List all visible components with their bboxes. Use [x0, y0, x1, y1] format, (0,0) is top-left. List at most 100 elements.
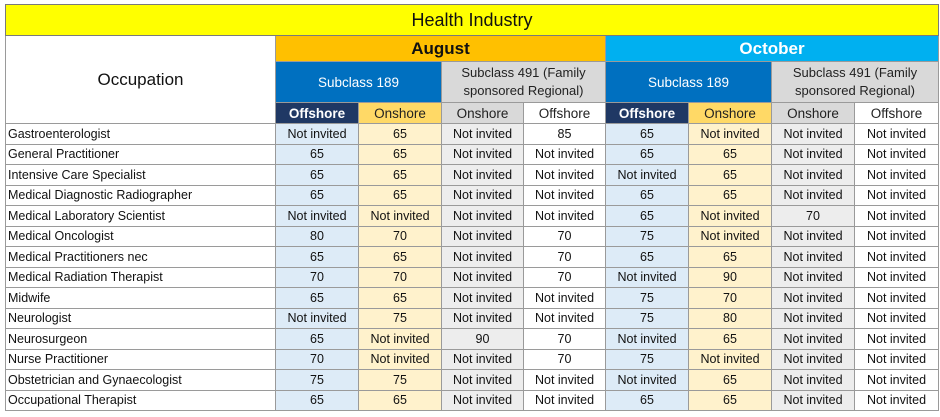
score-cell: Not invited [771, 164, 855, 186]
score-cell: 65 [358, 164, 442, 186]
col-label-oct-189-offshore: Offshore [605, 102, 689, 124]
col-label-oct-491-offshore: Offshore [854, 102, 939, 124]
score-cell: Not invited [441, 184, 524, 206]
col-label-aug-491-onshore: Onshore [441, 102, 524, 124]
score-cell: 65 [605, 184, 689, 206]
score-cell: Not invited [854, 143, 939, 165]
score-cell: Not invited [854, 205, 939, 227]
table-row: Medical Oncologist 80 70 Not invited 70 75 Not… [5, 225, 939, 247]
score-cell: 65 [275, 164, 359, 186]
score-cell: Not invited [854, 123, 939, 145]
table-row: General Practitioner 65 65 Not invited Not i… [5, 143, 939, 165]
score-cell: Not invited [275, 205, 359, 227]
score-cell: Not invited [605, 164, 689, 186]
table-row: Medical Diagnostic Radiographer 65 65 Not i… [5, 184, 939, 206]
score-cell: Not invited [854, 225, 939, 247]
occupation-cell: Neurosurgeon [5, 328, 276, 350]
score-cell: 80 [275, 225, 359, 247]
score-cell: Not invited [771, 184, 855, 206]
col-label-aug-189-onshore: Onshore [358, 102, 442, 124]
score-cell: Not invited [771, 328, 855, 350]
col-label-aug-491-offshore: Offshore [523, 102, 606, 124]
score-cell: Not invited [854, 246, 939, 268]
score-cell: Not invited [771, 287, 855, 309]
score-cell: 65 [275, 143, 359, 165]
score-cell: 75 [605, 225, 689, 247]
score-cell: 65 [358, 143, 442, 165]
table-row: Neurologist Not invited 75 Not invited Not i… [5, 307, 939, 329]
score-cell: Not invited [523, 287, 606, 309]
table-row: Gastroenterologist Not invited 65 Not invit… [5, 123, 939, 145]
score-cell: Not invited [605, 266, 689, 288]
score-cell: Not invited [523, 164, 606, 186]
score-cell: Not invited [854, 266, 939, 288]
score-cell: 70 [523, 348, 606, 370]
table-row: Neurosurgeon 65 Not invited 90 70 Not invited… [5, 328, 939, 350]
score-cell: 70 [523, 225, 606, 247]
score-cell: Not invited [771, 389, 855, 411]
score-cell: 65 [688, 143, 772, 165]
occupation-cell: Midwife [5, 287, 276, 309]
occupation-cell: Occupational Therapist [5, 389, 276, 411]
score-cell: Not invited [854, 369, 939, 391]
score-cell: 65 [275, 389, 359, 411]
occupation-cell: Medical Practitioners nec [5, 246, 276, 268]
score-cell: Not invited [441, 307, 524, 329]
score-cell: Not invited [854, 184, 939, 206]
score-cell: Not invited [688, 205, 772, 227]
score-cell: 65 [358, 184, 442, 206]
score-cell: 65 [358, 389, 442, 411]
score-cell: 75 [605, 287, 689, 309]
table-row: Intensive Care Specialist 65 65 Not invited… [5, 164, 939, 186]
score-cell: Not invited [688, 225, 772, 247]
score-cell: 75 [358, 307, 442, 329]
score-cell: Not invited [605, 369, 689, 391]
score-cell: 75 [605, 348, 689, 370]
col-label-oct-491-onshore: Onshore [771, 102, 855, 124]
score-cell: Not invited [854, 307, 939, 329]
score-cell: Not invited [605, 328, 689, 350]
score-cell: Not invited [771, 143, 855, 165]
table-row: Medical Practitioners nec 65 65 Not invited… [5, 246, 939, 268]
score-cell: 70 [275, 266, 359, 288]
score-cell: Not invited [854, 287, 939, 309]
occupation-cell: Nurse Practitioner [5, 348, 276, 370]
score-cell: 65 [688, 184, 772, 206]
score-cell: 70 [688, 287, 772, 309]
score-cell: Not invited [441, 123, 524, 145]
score-cell: 65 [275, 246, 359, 268]
occupation-cell: Neurologist [5, 307, 276, 329]
occupation-cell: Medical Laboratory Scientist [5, 205, 276, 227]
score-cell: 90 [441, 328, 524, 350]
score-cell: Not invited [854, 348, 939, 370]
occupation-cell: Gastroenterologist [5, 123, 276, 145]
table-title: Health Industry [5, 4, 939, 36]
score-cell: Not invited [441, 348, 524, 370]
col-label-aug-189-offshore: Offshore [275, 102, 359, 124]
score-cell: Not invited [441, 369, 524, 391]
score-cell: Not invited [523, 143, 606, 165]
score-cell: 65 [688, 389, 772, 411]
score-cell: 70 [523, 328, 606, 350]
score-cell: 70 [358, 266, 442, 288]
score-cell: Not invited [441, 225, 524, 247]
score-cell: 65 [688, 369, 772, 391]
score-cell: Not invited [771, 266, 855, 288]
score-cell: Not invited [358, 205, 442, 227]
score-cell: 80 [688, 307, 772, 329]
month-header-october: October [605, 35, 939, 62]
score-cell: 75 [605, 307, 689, 329]
occupation-cell: Obstetrician and Gynaecologist [5, 369, 276, 391]
score-cell: Not invited [523, 184, 606, 206]
score-cell: 70 [771, 205, 855, 227]
score-cell: 70 [523, 246, 606, 268]
score-cell: 65 [358, 287, 442, 309]
score-cell: 70 [358, 225, 442, 247]
score-cell: Not invited [688, 348, 772, 370]
score-cell: Not invited [275, 307, 359, 329]
score-cell: Not invited [523, 389, 606, 411]
score-cell: 65 [688, 246, 772, 268]
score-cell: 65 [605, 389, 689, 411]
score-cell: 65 [275, 328, 359, 350]
score-cell: 65 [605, 123, 689, 145]
